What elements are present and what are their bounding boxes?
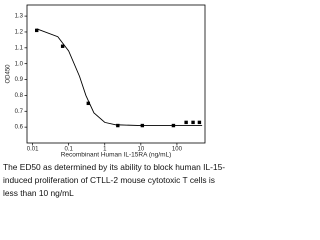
data-point <box>35 28 39 33</box>
plot-frame <box>26 4 206 144</box>
y-tick-label: 1.0 <box>15 61 24 67</box>
y-tick-label: 0.8 <box>15 93 24 99</box>
caption-line: induced proliferation of CTLL-2 mouse cy… <box>3 175 215 185</box>
x-tick-label: 10 <box>137 147 144 153</box>
data-point <box>191 120 195 125</box>
data-point <box>197 120 202 125</box>
data-point <box>86 101 91 106</box>
y-tick-label: 1.3 <box>15 14 24 20</box>
caption-line: less than 10 ng/mL <box>3 188 74 198</box>
y-axis-label: OD450 <box>6 64 12 84</box>
y-tick-label: 0.6 <box>15 125 24 131</box>
x-tick-label: 1 <box>103 147 107 153</box>
y-tick-label: 0.7 <box>15 109 24 115</box>
x-tick-label: 0.01 <box>27 147 39 153</box>
y-tick-label: 0.9 <box>15 77 24 83</box>
fit-curve <box>36 28 203 126</box>
x-axis-label: Recombinant Human IL-15RA (ng/mL) <box>61 152 172 159</box>
x-tick-label: 100 <box>172 147 183 153</box>
y-tick-label: 1.2 <box>15 30 24 36</box>
data-point <box>116 123 120 128</box>
data-point <box>60 44 65 48</box>
figure: OD450 Recombinant Human IL-15RA (ng/mL) … <box>3 4 225 198</box>
y-tick-label: 1.1 <box>15 45 24 51</box>
caption-line: The ED50 as determined by its ability to… <box>3 162 225 172</box>
data-point <box>184 120 188 125</box>
x-tick-label: 0.1 <box>65 147 74 153</box>
